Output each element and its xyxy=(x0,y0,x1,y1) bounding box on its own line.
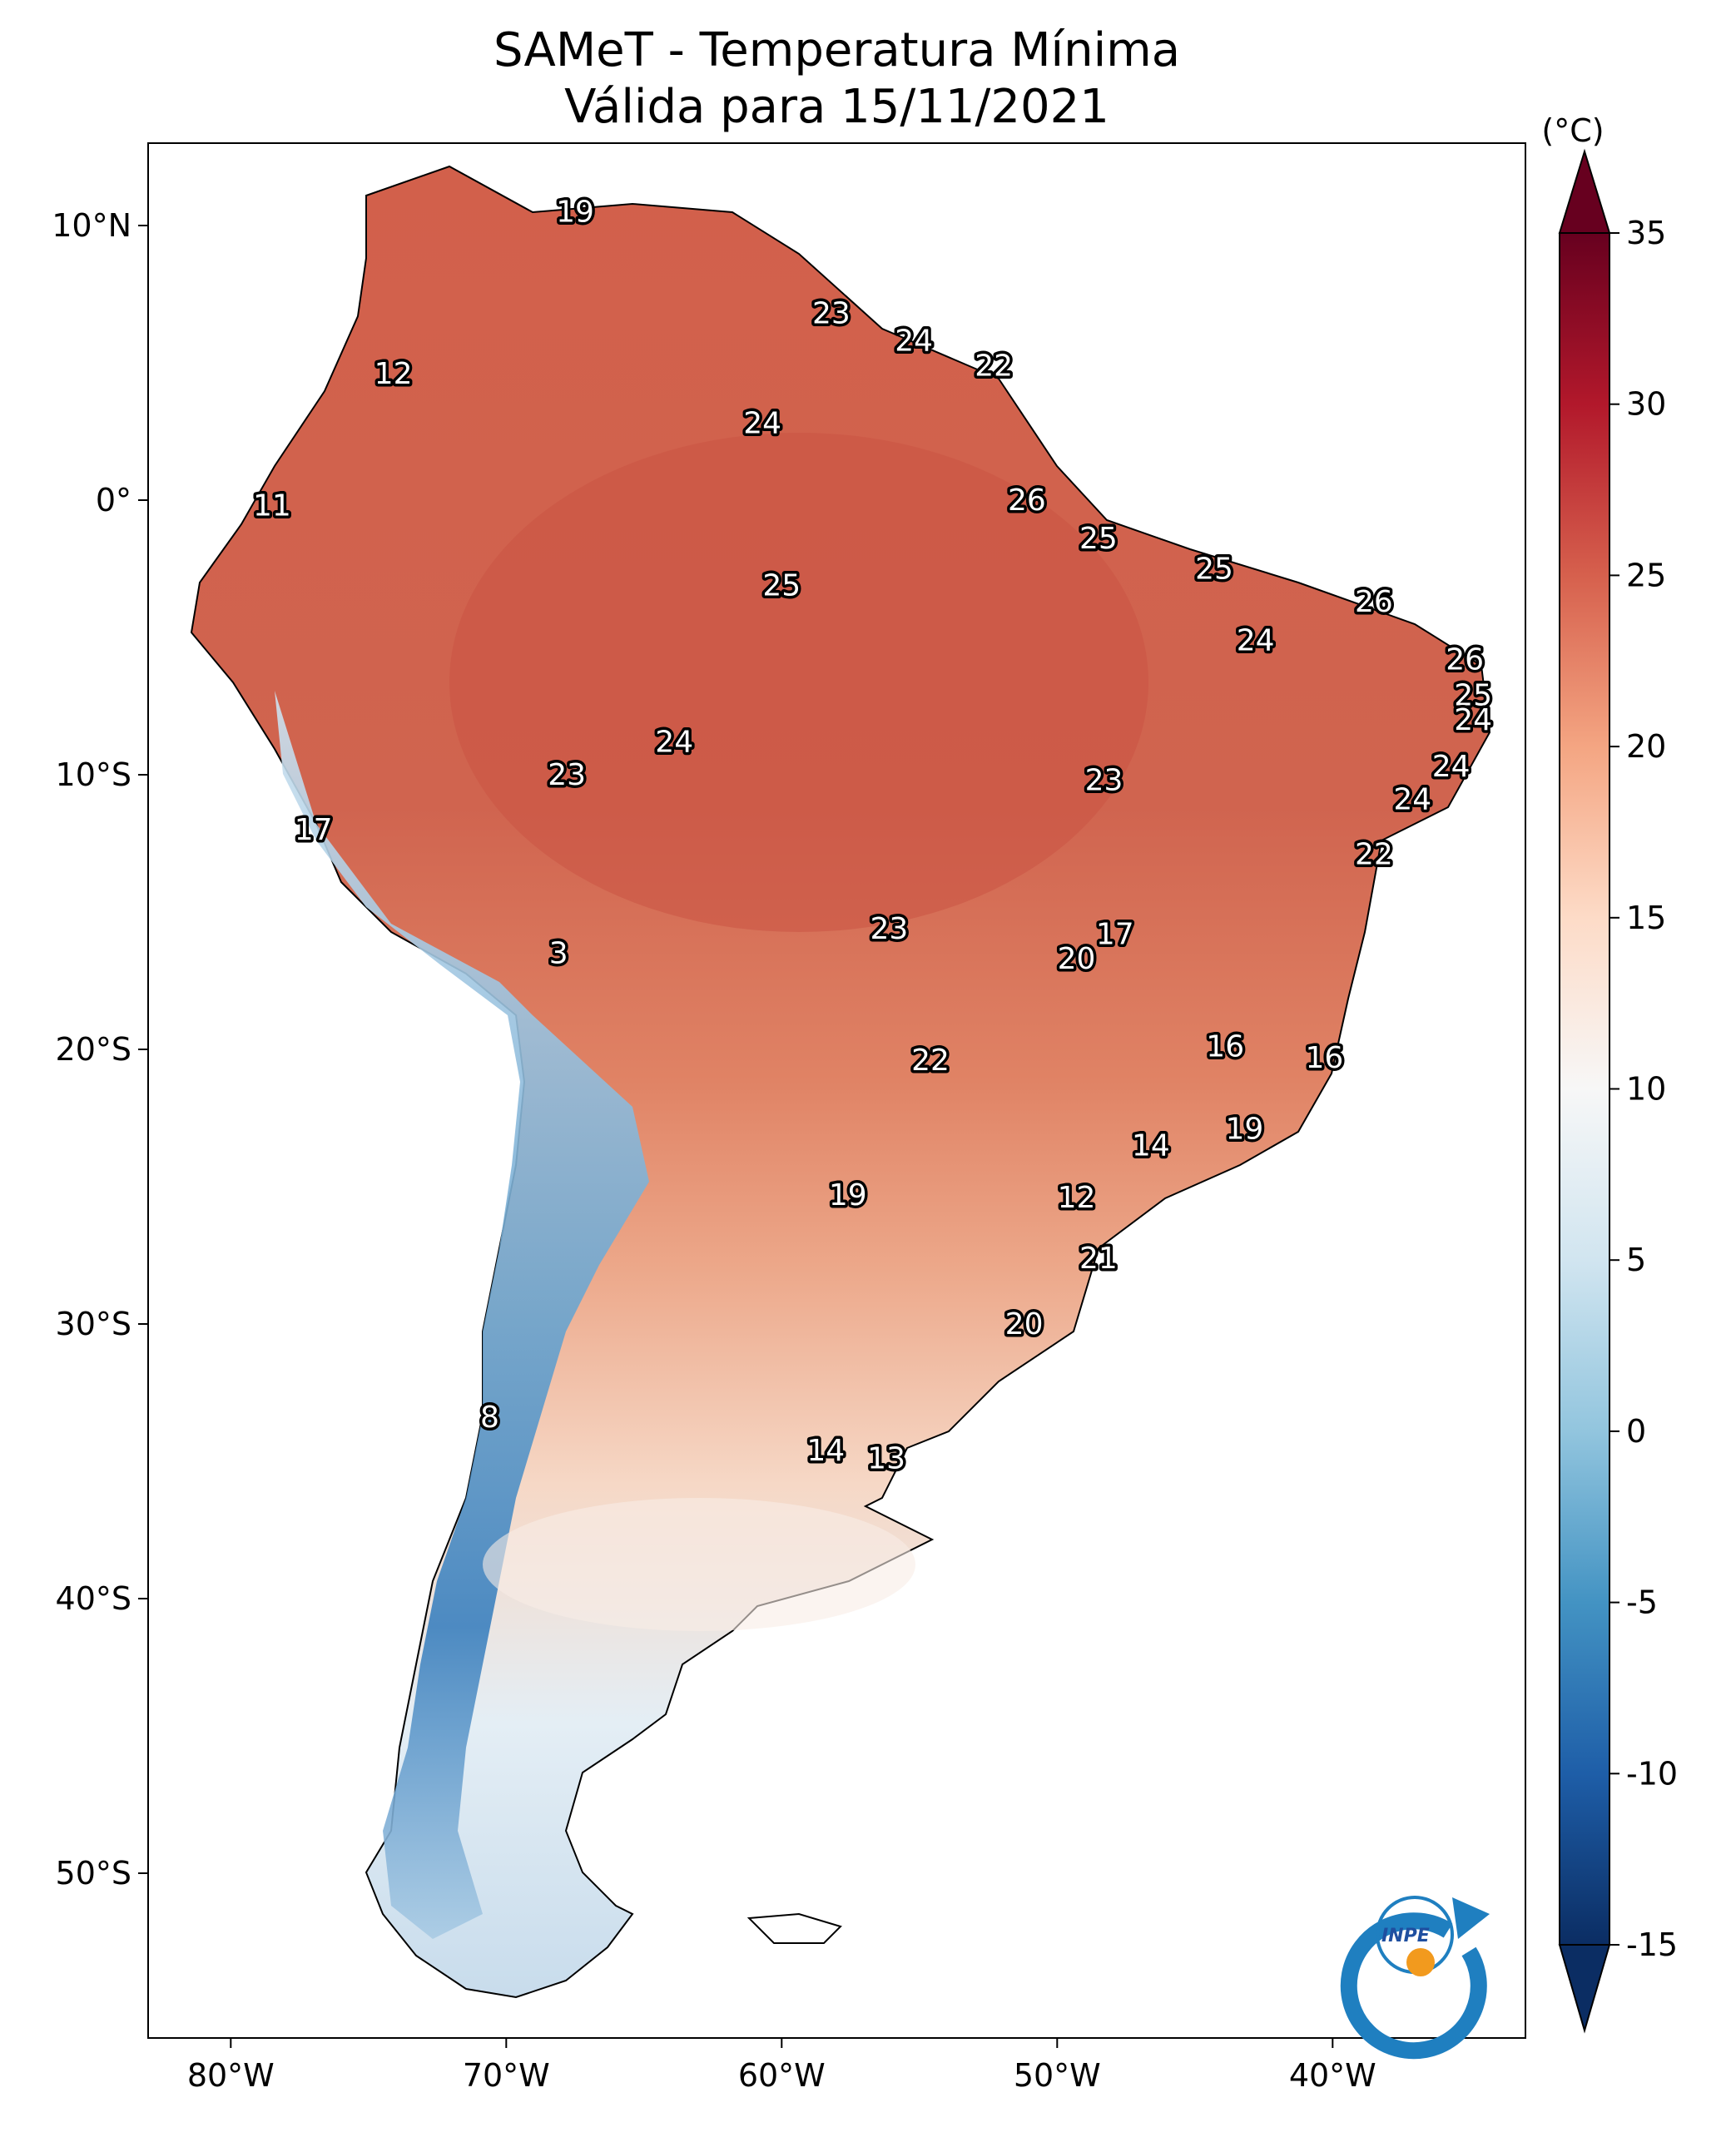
city-temperature-label: 24 xyxy=(655,725,693,759)
city-temperature-label: 25 xyxy=(762,568,801,602)
colorbar-tick-label: -15 xyxy=(1626,1926,1678,1963)
city-temperature-label: 24 xyxy=(895,325,933,359)
lon-tick-label: 60°W xyxy=(738,2057,826,2094)
city-temperature-label: 12 xyxy=(1058,1181,1096,1215)
longitude-ticks: 80°W 70°W 60°W 50°W 40°W xyxy=(187,2038,1376,2094)
city-temperature-label: 17 xyxy=(1096,917,1134,951)
map-title: SAMeT - Temperatura Mínima xyxy=(493,23,1181,77)
logo-text: INPE xyxy=(1381,1926,1430,1946)
lon-tick-label: 80°W xyxy=(187,2057,275,2094)
lat-tick-label: 20°S xyxy=(56,1031,131,1068)
lon-tick-label: 50°W xyxy=(1014,2057,1101,2094)
colorbar-ticks: 35 30 25 20 15 10 5 0 -5 -10 -15 xyxy=(1610,215,1678,1963)
city-temperature-label: 17 xyxy=(295,813,333,847)
colorbar-tick-label: -5 xyxy=(1626,1584,1658,1621)
city-temperature-label: 24 xyxy=(743,407,781,441)
city-temperature-label: 12 xyxy=(374,357,413,391)
colorbar-tick-label: 15 xyxy=(1626,900,1666,936)
colorbar-tick-label: -10 xyxy=(1626,1755,1678,1792)
colorbar-tick-label: 0 xyxy=(1626,1413,1646,1450)
city-temperature-label: 23 xyxy=(1085,764,1123,798)
lat-tick-label: 40°S xyxy=(56,1580,131,1617)
city-temperature-label: 11 xyxy=(253,489,291,523)
city-temperature-label: 25 xyxy=(1079,522,1118,556)
city-temperature-label: 16 xyxy=(1206,1030,1244,1064)
city-temperature-label: 19 xyxy=(829,1178,867,1212)
andes-cold-band xyxy=(275,691,649,1939)
lat-tick-label: 0° xyxy=(96,482,131,518)
lat-tick-label: 50°S xyxy=(56,1855,131,1892)
city-temperature-label: 24 xyxy=(1393,783,1431,817)
city-temperature-label: 22 xyxy=(975,349,1013,383)
city-temperature-label: 20 xyxy=(1058,942,1096,976)
lat-tick-label: 30°S xyxy=(56,1306,131,1342)
lon-tick-label: 40°W xyxy=(1289,2057,1376,2094)
colorbar-body xyxy=(1559,232,1610,1946)
city-temperature-label: 23 xyxy=(870,912,908,946)
map-subtitle: Válida para 15/11/2021 xyxy=(564,80,1109,134)
city-temperature-label: 25 xyxy=(1195,553,1233,587)
city-temperature-label: 22 xyxy=(1355,838,1393,872)
city-temperature-label: 8 xyxy=(480,1401,499,1435)
colorbar-arrow-top xyxy=(1558,148,1611,234)
city-temperature-label: 26 xyxy=(1355,585,1393,619)
colorbar-tick-label: 35 xyxy=(1626,215,1666,251)
city-temperature-label: 23 xyxy=(548,758,586,792)
city-temperature-label: 13 xyxy=(867,1442,905,1476)
colorbar-tick-label: 30 xyxy=(1626,386,1666,423)
falkland-islands xyxy=(746,1912,842,1944)
colorbar-tick-label: 10 xyxy=(1626,1071,1666,1108)
colorbar-tick-label: 25 xyxy=(1626,557,1666,593)
cool-patch-south xyxy=(483,1498,915,1631)
colorbar-arrow-bottom xyxy=(1558,1944,1611,2034)
city-temperature-label: 24 xyxy=(1454,703,1492,737)
colorbar: (°C) 35 30 25 20 15 10 5 0 -5 -10 -15 xyxy=(1541,112,1678,2034)
city-temperature-label: 23 xyxy=(812,297,851,331)
city-temperature-label: 21 xyxy=(1079,1242,1118,1276)
lon-tick-label: 70°W xyxy=(463,2057,550,2094)
inpe-logo: INPE xyxy=(1340,1896,1490,2060)
city-temperature-label: 22 xyxy=(911,1044,950,1078)
colorbar-unit: (°C) xyxy=(1541,112,1604,149)
map-area xyxy=(190,165,1491,1999)
city-temperature-label: 26 xyxy=(1008,483,1046,518)
lat-tick-label: 10°S xyxy=(56,756,131,793)
city-temperature-label: 16 xyxy=(1305,1041,1343,1075)
city-temperature-label: 19 xyxy=(1225,1113,1263,1147)
city-temperature-label: 24 xyxy=(1432,750,1471,784)
city-temperature-label: 3 xyxy=(549,937,568,971)
city-temperature-label: 25 xyxy=(1454,678,1492,712)
city-temperature-label: 26 xyxy=(1446,642,1484,677)
city-temperature-label: 20 xyxy=(1005,1307,1044,1341)
warm-core xyxy=(449,433,1148,932)
city-temperature-label: 14 xyxy=(1132,1129,1170,1163)
colorbar-tick-label: 20 xyxy=(1626,728,1666,765)
colorbar-tick-label: 5 xyxy=(1626,1242,1646,1278)
lat-tick-label: 10°N xyxy=(52,207,131,244)
city-temperature-label: 14 xyxy=(806,1434,845,1468)
latitude-ticks: 10°N 0° 10°S 20°S 30°S 40°S 50°S xyxy=(52,207,148,1892)
map-frame xyxy=(147,142,1526,2039)
city-temperature-label: 19 xyxy=(556,196,594,230)
city-temperature-label: 24 xyxy=(1237,623,1275,657)
